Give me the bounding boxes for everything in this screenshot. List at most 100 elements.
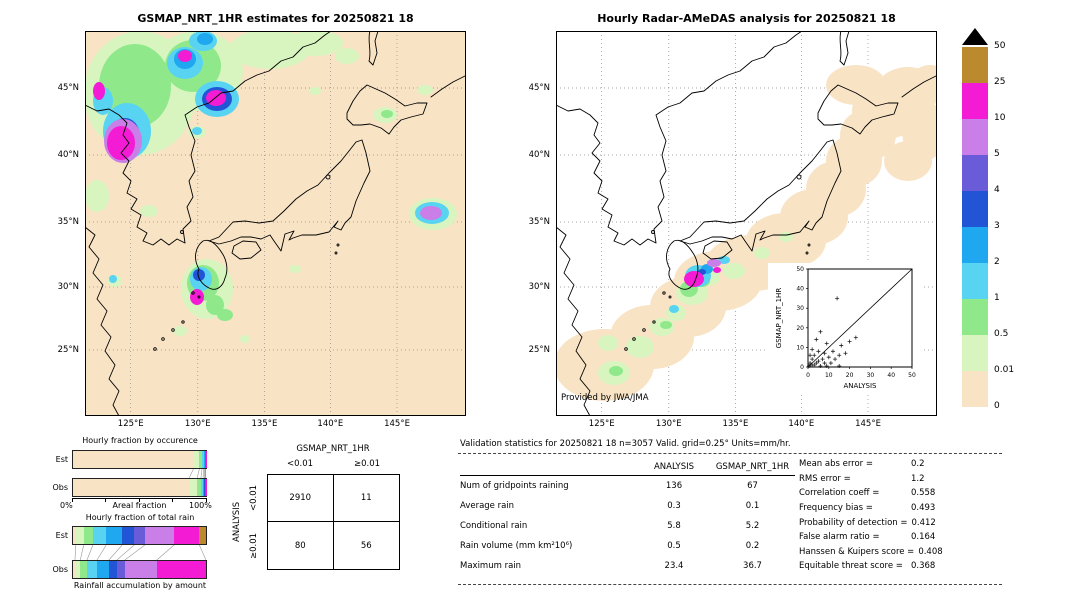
bar-segment [203, 451, 205, 468]
stats-table: ANALYSIS GSMAP_NRT_1HR Num of gridpoints… [460, 458, 795, 576]
metric-row: Probability of detection = 0.412 [799, 515, 1009, 530]
svg-text:10: 10 [796, 344, 804, 351]
divider-dashed-bottom [458, 584, 1002, 585]
svg-text:10: 10 [825, 372, 833, 379]
credit-text: Provided by JWA/JMA [561, 393, 649, 403]
colorbar-labels: 50 25 10 5 4 3 2 1 0.5 0.01 0 [994, 41, 1028, 419]
metric-row: Hanssen & Kuipers score = 0.408 [799, 545, 1009, 560]
colorbar-tick-label: 10 [994, 113, 1006, 123]
x-tick-label: 130°E [184, 419, 211, 429]
bar-segment [156, 561, 206, 578]
contingency-cell: 80 [268, 522, 334, 569]
bar-segment [203, 479, 205, 496]
occurrence-est-bar [72, 450, 207, 469]
colorbar-tick-label: 3 [994, 221, 1000, 231]
radar-map-plot [556, 31, 937, 416]
colorbar-band [962, 371, 988, 407]
bar-segment [73, 451, 194, 468]
contingency-col-header-2: ≥0.01 [353, 459, 381, 469]
bar-segment [200, 479, 204, 496]
bar-segment [74, 561, 81, 578]
metric-row: Correlation coeff = 0.558 [799, 486, 1009, 501]
y-tick-label: 25°N [528, 345, 550, 356]
x-tick-label: 125°E [588, 419, 615, 429]
stats-cell: 0.5 [667, 541, 681, 551]
metric-label: RMS error = [799, 473, 851, 484]
stats-cell: 0.1 [745, 501, 760, 511]
totalrain-est-bar [72, 526, 207, 545]
metric-row: RMS error = 1.2 [799, 472, 1009, 487]
colorbar-tick-label: 1 [994, 293, 1000, 303]
colorbar-tick-label: 0 [994, 401, 1000, 411]
bar-segment [92, 527, 107, 544]
y-tick-label: 40°N [57, 149, 79, 160]
svg-text:20: 20 [846, 372, 854, 379]
colorbar-band [962, 299, 988, 335]
stats-cell: 67 [747, 481, 758, 491]
svg-text:30: 30 [796, 305, 804, 312]
bar-segment [73, 479, 190, 496]
stats-cell: Conditional rain [460, 521, 528, 531]
metric-label: Correlation coeff = [799, 488, 880, 499]
metric-value: 0.408 [918, 546, 943, 557]
colorbar-tick-label: 0.5 [994, 329, 1009, 339]
bar-segment [144, 527, 175, 544]
y-tick-label: 40°N [528, 149, 550, 160]
metric-row: Frequency bias = 0.493 [799, 501, 1009, 516]
metric-label: Mean abs error = [799, 459, 873, 470]
gsmap-precip-blobs [85, 31, 457, 343]
occurrence-connectors [188, 469, 206, 478]
metric-label: Frequency bias = [799, 503, 873, 514]
colorbar-band [962, 335, 988, 371]
stats-cell: 23.4 [664, 561, 684, 571]
svg-text:ANALYSIS: ANALYSIS [843, 382, 877, 390]
contingency-row-header-1: <0.01 [249, 484, 259, 512]
metric-label: False alarm ratio = [799, 532, 880, 543]
right-map-y-axis: 45°N 40°N 35°N 30°N 25°N [520, 31, 552, 416]
colorbar-band [962, 227, 988, 263]
metric-value: 0.368 [911, 561, 936, 572]
bar-segment [205, 479, 206, 496]
bar-segment [134, 527, 145, 544]
x-tick-label: 130°E [655, 419, 682, 429]
colorbar-tick-label: 5 [994, 149, 1000, 159]
bar-segment [116, 561, 125, 578]
stats-metrics-list: Mean abs error = 0.2 RMS error = 1.2 Correla… [799, 457, 1009, 574]
stats-col-analysis: ANALYSIS [653, 461, 695, 472]
left-map-y-axis: 45°N 40°N 35°N 30°N 25°N [49, 31, 81, 416]
stats-row: Average rain 0.3 0.1 [460, 496, 795, 516]
scatter-inset: 0 10 20 30 40 50 0 10 20 30 40 50 ANALYSIS GSMAP_NRT_… [768, 263, 922, 395]
svg-text:50: 50 [908, 372, 916, 379]
stats-header: Validation statistics for 20250821 18 n=… [460, 439, 791, 449]
scatter-plot: 0 10 20 30 40 50 0 10 20 30 40 50 ANALYSIS GSMAP_NRT_… [775, 266, 916, 390]
y-tick-label: 30°N [57, 282, 79, 293]
colorbar-overflow-triangle [962, 28, 988, 45]
bar-segment [106, 527, 123, 544]
x-tick-label: 135°E [722, 419, 749, 429]
stats-row: Rain volume (mm km²10⁶) 0.5 0.2 [460, 536, 795, 556]
right-map-title: Hourly Radar-AMeDAS analysis for 2025082… [597, 12, 896, 25]
bar-segment [189, 479, 198, 496]
bar-segment [174, 527, 200, 544]
y-tick-label: 45°N [528, 82, 550, 93]
metric-value: 0.558 [911, 488, 936, 499]
metric-value: 0.2 [911, 459, 925, 470]
totalrain-title: Hourly fraction of total rain [85, 513, 195, 522]
svg-text:0: 0 [800, 364, 804, 371]
bar-segment [122, 527, 135, 544]
radar-amedas-map: Provided by JWA/JMA 0 10 20 30 40 50 0 10 20 30 40… [556, 31, 937, 416]
gsmap-map-plot [85, 31, 466, 416]
bar-segment [73, 561, 75, 578]
colorbar-band [962, 83, 988, 119]
svg-text:40: 40 [887, 372, 895, 379]
svg-text:0: 0 [806, 372, 810, 379]
bar-segment [199, 451, 202, 468]
axis-zero-label: 0% [60, 501, 73, 510]
bar-segment [96, 561, 109, 578]
bar-segment [83, 527, 93, 544]
bar-segment [108, 561, 117, 578]
occurrence-title: Hourly fraction by occurence [82, 436, 198, 445]
bar-segment [80, 561, 87, 578]
colorbar-tick-label: 2 [994, 257, 1000, 267]
